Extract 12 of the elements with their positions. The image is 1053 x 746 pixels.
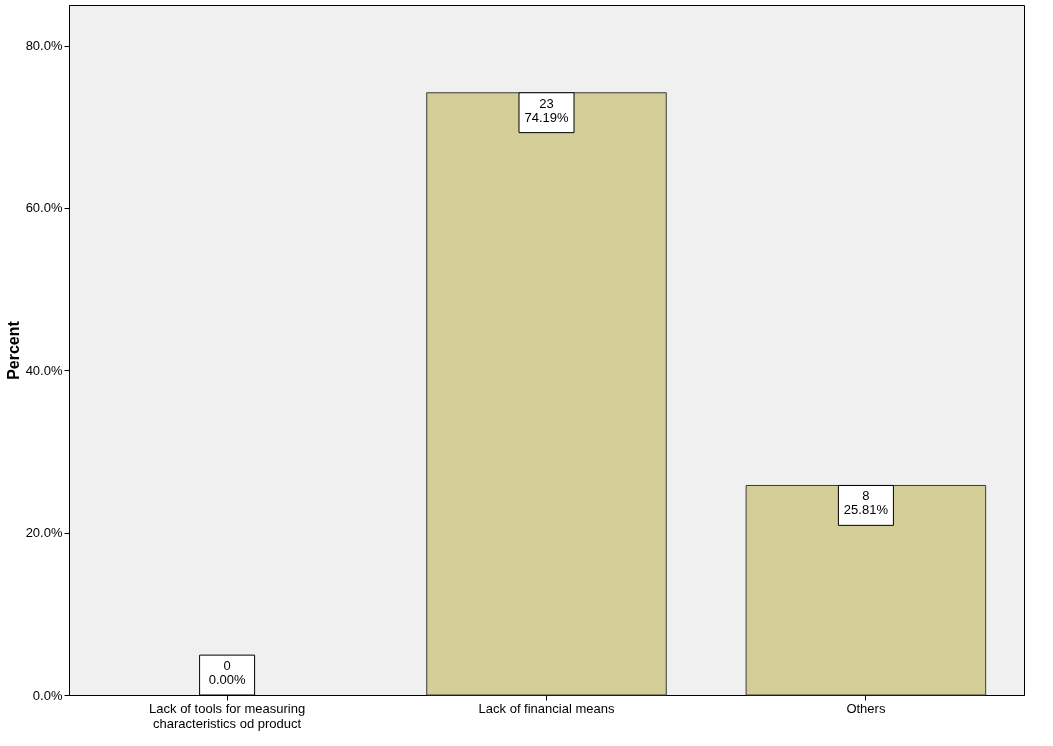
data-label: 0 0.00% <box>208 658 246 687</box>
x-tick-label: Others <box>846 700 886 716</box>
y-tick-label: 80.0% <box>25 38 63 54</box>
x-tick-label: Lack of financial means <box>478 700 615 716</box>
x-tick-label: Lack of tools for measuring characteristics od product <box>149 700 306 731</box>
y-tick-label: 40.0% <box>25 362 63 378</box>
data-label: 23 74.19% <box>524 95 569 125</box>
y-axis-title: Percent <box>4 320 22 380</box>
y-tick-label: 20.0% <box>25 525 63 541</box>
data-label: 8 25.81% <box>843 488 889 518</box>
y-tick-label: 60.0% <box>25 200 63 216</box>
y-tick-label: 0.0% <box>32 687 63 703</box>
